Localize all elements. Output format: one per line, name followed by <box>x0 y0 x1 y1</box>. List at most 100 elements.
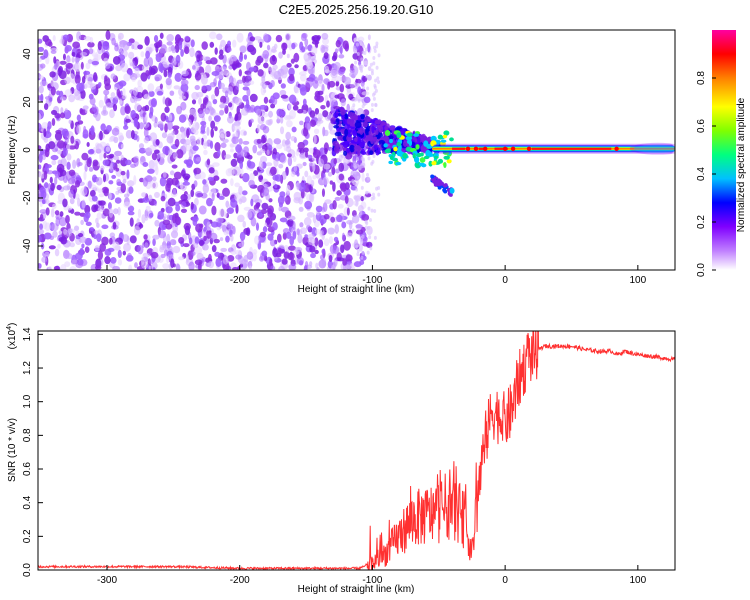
heatmap-cell <box>354 48 358 53</box>
heatmap-cell <box>159 63 164 74</box>
heatmap-cell <box>319 230 323 238</box>
heatmap-cell <box>38 263 42 269</box>
heatmap-cell <box>345 152 353 160</box>
heatmap-cell <box>293 165 298 172</box>
heatmap-cell <box>311 40 320 45</box>
y-tick-label: 0.2 <box>22 529 33 543</box>
y-tick-label: 40 <box>22 48 33 60</box>
heatmap-cell <box>351 214 360 224</box>
heatmap-cell <box>176 133 183 141</box>
heatmap-cell <box>206 100 212 110</box>
heatmap-cell <box>235 254 242 260</box>
heatmap-cell <box>175 216 181 226</box>
heatmap-cell <box>361 91 370 96</box>
heatmap-cell <box>359 113 366 120</box>
heatmap-cell <box>363 195 367 200</box>
heatmap-cell <box>299 41 304 51</box>
heatmap-cell <box>238 69 242 77</box>
heatmap-cell <box>230 148 234 153</box>
heatmap-cell <box>285 231 292 239</box>
heatmap-cell <box>353 71 357 76</box>
heatmap-cell <box>110 73 116 80</box>
heatmap-cell <box>38 85 44 94</box>
heatmap-cell <box>101 186 109 194</box>
heatmap-cell <box>261 202 269 210</box>
heatmap-cell <box>220 39 226 48</box>
heatmap-cell <box>335 81 339 87</box>
heatmap-cell <box>241 190 248 196</box>
heatmap-cell <box>64 76 71 85</box>
heatmap-cell <box>227 40 232 47</box>
heatmap-cell <box>431 161 437 166</box>
heatmap-cell <box>165 182 171 192</box>
heatmap-cell <box>52 230 58 238</box>
heatmap-cell <box>363 51 367 56</box>
colorbar-tick-label: 0.0 <box>696 263 707 277</box>
heatmap-cell <box>45 207 50 216</box>
heatmap-cell <box>115 159 121 164</box>
heatmap-cell <box>192 242 199 249</box>
chart-title: C2E5.2025.256.19.20.G10 <box>279 2 434 17</box>
heatmap-cell <box>357 86 362 95</box>
heatmap-cell <box>111 37 116 46</box>
heatmap-cell <box>54 176 58 185</box>
heatmap-cell <box>281 42 288 51</box>
heatmap-cell <box>80 89 86 99</box>
heatmap-cell <box>288 73 295 82</box>
heatmap-cell <box>70 135 75 144</box>
heatmap-cell <box>115 167 120 172</box>
heatmap-cell <box>281 171 287 180</box>
heatmap-cell <box>343 240 351 251</box>
heatmap-cell <box>38 153 43 163</box>
heatmap-cell <box>266 149 270 156</box>
heatmap-cell <box>227 102 233 108</box>
heatmap-cell <box>334 48 339 54</box>
heatmap-cell <box>242 140 250 145</box>
heatmap-cell <box>190 201 194 210</box>
heatmap-cell <box>236 32 244 43</box>
heatmap-cell <box>269 258 273 266</box>
heatmap-cell <box>274 174 282 182</box>
heatmap-cell <box>368 130 372 135</box>
heatmap-cell <box>321 83 325 93</box>
heatmap-cell <box>356 248 360 253</box>
heatmap-cell <box>51 109 58 116</box>
heatmap-cell <box>54 171 61 177</box>
heatmap-cell <box>232 166 241 176</box>
heatmap-cell <box>323 52 329 60</box>
heatmap-cell <box>298 182 306 193</box>
heatmap-cell <box>108 237 113 245</box>
heatmap-cell <box>95 176 103 186</box>
heatmap-cell <box>131 44 135 50</box>
heatmap-cell <box>68 190 75 198</box>
heatmap-cell <box>109 232 116 238</box>
heatmap-cell <box>104 75 108 82</box>
heatmap-cell <box>406 139 412 144</box>
heatmap-cell <box>68 145 77 150</box>
heatmap-cell <box>180 49 184 57</box>
heatmap-cell <box>227 57 234 65</box>
heatmap-cell <box>346 232 353 238</box>
heatmap-cell <box>262 187 270 197</box>
heatmap-cell <box>289 236 295 246</box>
heatmap-cell <box>38 112 42 121</box>
heatmap-cell <box>363 96 371 104</box>
heatmap-cell <box>44 147 50 158</box>
heatmap-cell <box>317 90 324 96</box>
x-tick-label: -200 <box>230 275 250 286</box>
heatmap-cell <box>344 195 349 204</box>
heatmap-cell <box>342 258 347 266</box>
heatmap-cell <box>279 126 285 135</box>
heatmap-cell <box>123 73 131 82</box>
heatmap-cell <box>144 215 149 221</box>
heatmap-cell <box>232 266 239 270</box>
heatmap-cell <box>88 167 94 172</box>
heatmap-cell <box>48 245 56 250</box>
heatmap-cell <box>167 120 173 131</box>
heatmap-cell <box>91 103 97 112</box>
heatmap-cell <box>108 208 114 218</box>
heatmap-cell <box>361 213 370 222</box>
signal-peak <box>526 146 532 151</box>
heatmap-cell <box>333 121 337 125</box>
heatmap-cell <box>357 213 361 218</box>
